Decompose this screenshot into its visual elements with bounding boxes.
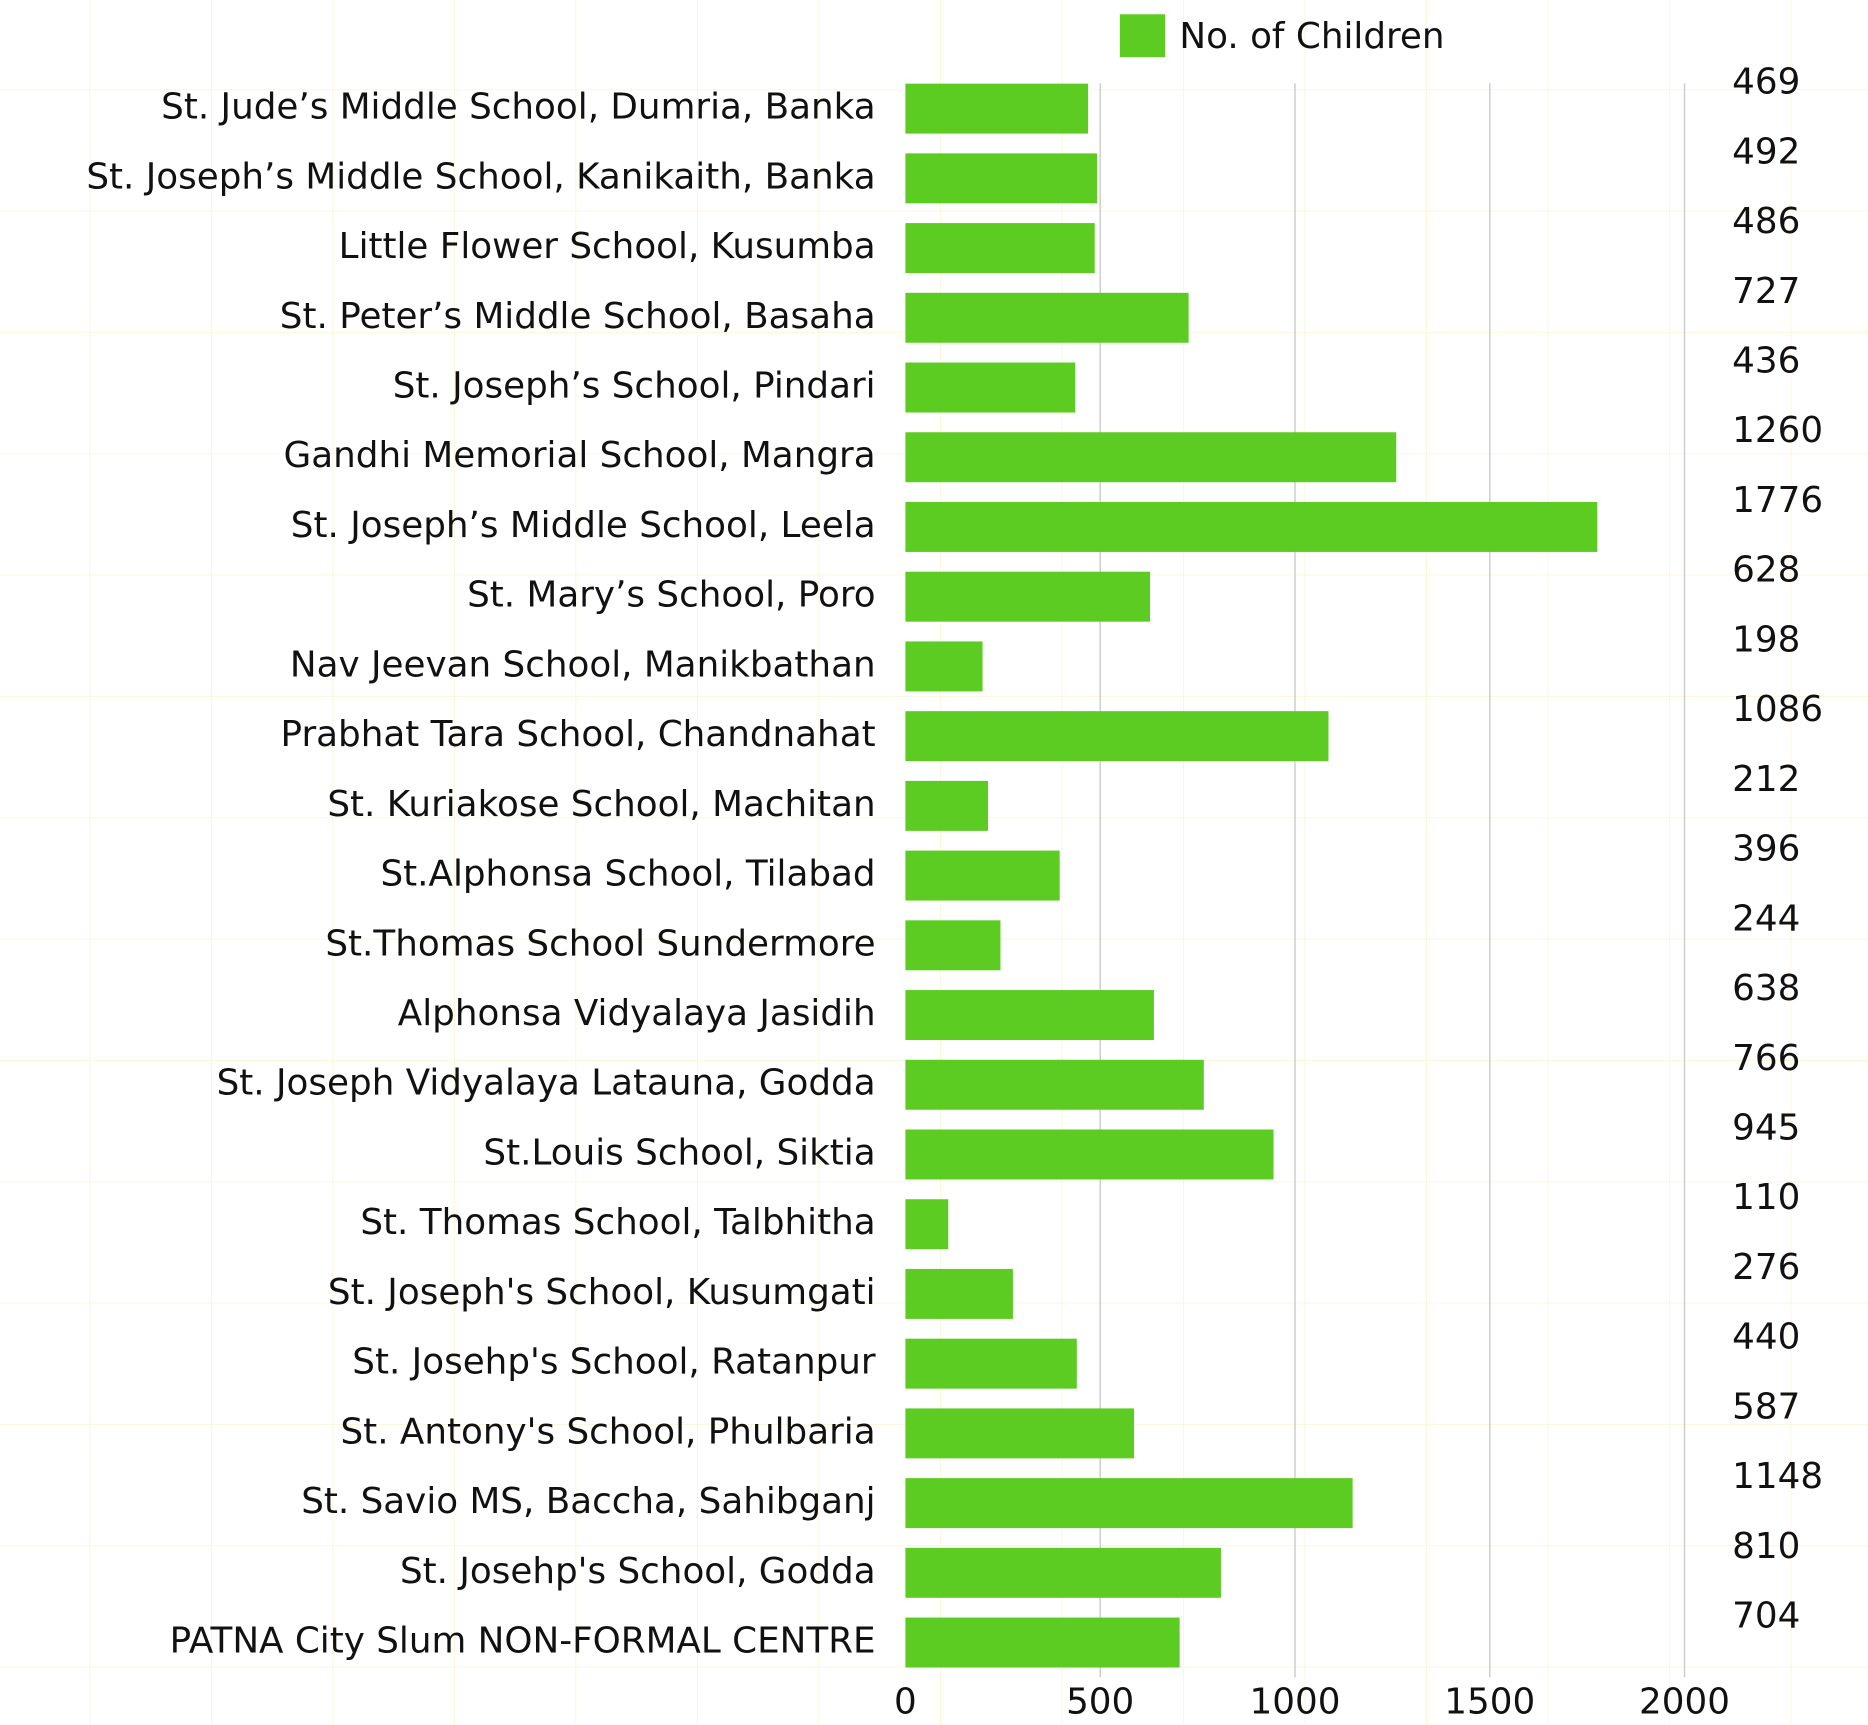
- x-tick-label: 1000: [1250, 1682, 1341, 1723]
- bar: [905, 362, 1076, 413]
- bar: [905, 1617, 1180, 1668]
- bar: [905, 83, 1089, 134]
- bar: [905, 1059, 1204, 1110]
- bar: [905, 711, 1329, 762]
- value-label: 492: [1732, 131, 1800, 172]
- legend-label: No. of Children: [1179, 16, 1444, 57]
- y-tick-label: St. Joseph’s School, Pindari: [393, 366, 876, 407]
- value-label: 727: [1732, 271, 1800, 312]
- y-tick-label: Gandhi Memorial School, Mangra: [284, 435, 876, 476]
- y-tick-label: St. Joseph’s Middle School, Kanikaith, B…: [86, 156, 875, 197]
- value-label: 469: [1732, 62, 1800, 103]
- value-label: 198: [1732, 619, 1800, 660]
- y-tick-label: St.Louis School, Siktia: [483, 1132, 875, 1173]
- bar: [905, 1129, 1274, 1180]
- y-tick-label: Alphonsa Vidyalaya Jasidih: [398, 993, 876, 1034]
- y-tick-label: St. Antony's School, Phulbaria: [341, 1411, 876, 1452]
- value-label: 704: [1732, 1596, 1800, 1637]
- bar: [905, 432, 1397, 483]
- bar: [905, 223, 1095, 274]
- bar: [905, 641, 983, 692]
- y-tick-label: St. Thomas School, Talbhitha: [360, 1202, 875, 1243]
- value-label: 638: [1732, 968, 1800, 1009]
- value-label: 1260: [1732, 410, 1823, 451]
- value-label: 810: [1732, 1526, 1800, 1567]
- value-label: 486: [1732, 201, 1800, 242]
- y-tick-label: St. Jude’s Middle School, Dumria, Banka: [161, 87, 875, 128]
- bar: [905, 920, 1001, 971]
- y-tick-label: St. Joseph Vidyalaya Latauna, Godda: [217, 1063, 876, 1104]
- bar: [905, 1408, 1135, 1459]
- bar: [905, 153, 1098, 204]
- bar: [905, 1199, 949, 1250]
- y-tick-label: St. Mary’s School, Poro: [467, 575, 876, 616]
- y-tick-label: St. Kuriakose School, Machitan: [327, 784, 875, 825]
- y-tick-label: St.Alphonsa School, Tilabad: [380, 854, 875, 895]
- y-tick-label: Nav Jeevan School, Manikbathan: [290, 644, 876, 685]
- y-tick-label: St. Josehp's School, Godda: [400, 1551, 876, 1592]
- value-label: 587: [1732, 1386, 1800, 1427]
- value-label: 1086: [1732, 689, 1823, 730]
- bar: [905, 1268, 1013, 1319]
- value-label: 244: [1732, 898, 1800, 939]
- value-label: 628: [1732, 550, 1800, 591]
- y-tick-label: Little Flower School, Kusumba: [339, 226, 876, 267]
- value-label: 436: [1732, 341, 1800, 382]
- bar: [905, 850, 1060, 901]
- value-label: 110: [1732, 1177, 1800, 1218]
- y-tick-label: PATNA City Slum NON-FORMAL CENTRE: [170, 1621, 876, 1662]
- x-tick-label: 2000: [1639, 1682, 1730, 1723]
- bar: [905, 780, 988, 831]
- bar: [905, 1338, 1077, 1389]
- y-tick-label: Prabhat Tara School, Chandnahat: [281, 714, 876, 755]
- bar: [905, 1547, 1221, 1598]
- bar: [905, 990, 1154, 1041]
- y-tick-label: St. Joseph’s Middle School, Leela: [291, 505, 876, 546]
- x-tick-label: 500: [1066, 1682, 1134, 1723]
- bar: [905, 571, 1151, 622]
- value-label: 1148: [1732, 1456, 1823, 1497]
- value-label: 945: [1732, 1108, 1800, 1149]
- bar: [905, 1478, 1353, 1529]
- x-tick-label: 1500: [1444, 1682, 1535, 1723]
- bar: [905, 501, 1598, 552]
- y-tick-label: St. Josehp's School, Ratanpur: [352, 1342, 876, 1383]
- y-tick-label: St. Joseph's School, Kusumgati: [328, 1272, 876, 1313]
- value-label: 396: [1732, 829, 1800, 870]
- x-tick-label: 0: [894, 1682, 917, 1723]
- value-label: 212: [1732, 759, 1800, 800]
- value-label: 440: [1732, 1317, 1800, 1358]
- value-label: 1776: [1732, 480, 1823, 521]
- y-tick-label: St. Savio MS, Baccha, Sahibganj: [301, 1481, 875, 1522]
- value-label: 276: [1732, 1247, 1800, 1288]
- y-tick-label: St. Peter’s Middle School, Basaha: [280, 296, 876, 337]
- value-label: 766: [1732, 1038, 1800, 1079]
- legend-swatch: [1119, 14, 1166, 58]
- bar: [905, 292, 1189, 343]
- y-tick-label: St.Thomas School Sundermore: [325, 923, 875, 964]
